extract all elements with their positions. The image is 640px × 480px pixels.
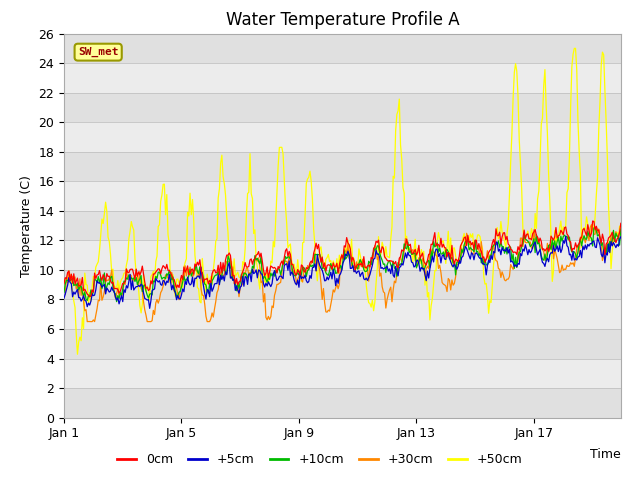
Bar	[64, 181, 621, 211]
Bar	[64, 152, 621, 181]
Bar	[64, 300, 621, 329]
Legend: 0cm, +5cm, +10cm, +30cm, +50cm: 0cm, +5cm, +10cm, +30cm, +50cm	[112, 448, 528, 471]
Bar	[64, 34, 621, 63]
Bar	[64, 93, 621, 122]
Text: SW_met: SW_met	[78, 47, 118, 57]
Bar	[64, 270, 621, 300]
Bar	[64, 329, 621, 359]
Bar	[64, 359, 621, 388]
Bar	[64, 63, 621, 93]
Y-axis label: Temperature (C): Temperature (C)	[20, 175, 33, 276]
Bar	[64, 240, 621, 270]
Title: Water Temperature Profile A: Water Temperature Profile A	[225, 11, 460, 29]
Bar	[64, 388, 621, 418]
Bar	[64, 122, 621, 152]
Text: Time: Time	[590, 448, 621, 461]
Bar	[64, 211, 621, 240]
